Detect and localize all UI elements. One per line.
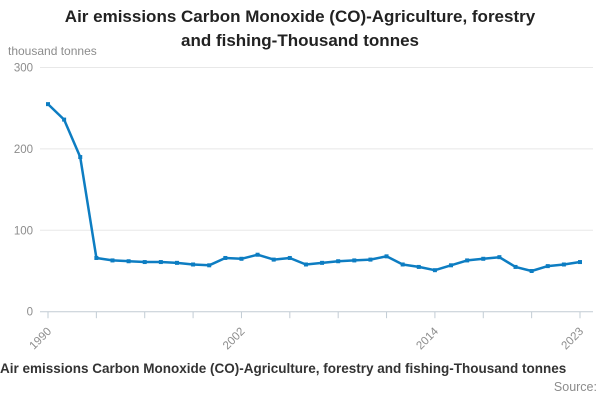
source-label: Source: (553, 380, 597, 394)
data-point-marker (239, 256, 244, 261)
data-point-marker (320, 260, 325, 265)
y-axis-unit-label: thousand tonnes (8, 44, 97, 58)
data-point-marker (368, 257, 373, 262)
data-point-marker (465, 258, 470, 263)
page-title-line1: Air emissions Carbon Monoxide (CO)-Agric… (64, 7, 536, 26)
data-point-marker (191, 262, 196, 267)
data-point-marker (529, 269, 534, 273)
data-point-marker (78, 155, 83, 160)
x-tick-label: 1990 (28, 326, 55, 353)
data-point-marker (352, 258, 357, 263)
data-point-marker (561, 262, 566, 267)
emissions-line-chart: 0 100 200 300 1990 2002 2014 2023 (14, 63, 593, 353)
data-point-marker (287, 255, 292, 260)
data-point-marker (46, 102, 50, 107)
data-point-marker (449, 263, 454, 268)
x-tick-label: 2014 (414, 325, 441, 352)
data-point-marker (497, 255, 502, 260)
data-point-marker (513, 264, 518, 269)
y-tick-label: 300 (14, 63, 33, 75)
y-tick-label: 0 (27, 307, 33, 319)
data-point-marker (384, 254, 389, 259)
data-point-marker (207, 263, 212, 268)
y-tick-label: 200 (14, 144, 33, 156)
data-point-marker (271, 257, 276, 262)
emissions-series-line (46, 102, 582, 273)
data-point-marker (578, 260, 582, 265)
y-tick-label: 100 (14, 225, 33, 237)
data-point-marker (126, 259, 131, 264)
footer-chart-title: Air emissions Carbon Monoxide (CO)-Agric… (0, 361, 567, 376)
data-point-marker (400, 262, 405, 267)
data-point-marker (545, 264, 550, 269)
data-point-marker (110, 258, 115, 263)
data-point-marker (142, 260, 147, 265)
data-point-marker (223, 255, 228, 260)
data-point-marker (255, 252, 260, 257)
data-point-marker (62, 117, 67, 122)
data-point-marker (94, 255, 99, 260)
data-point-marker (432, 268, 437, 273)
data-point-marker (416, 264, 421, 269)
data-point-marker (481, 256, 486, 261)
data-point-marker (174, 260, 179, 265)
x-tick-label: 2002 (221, 326, 248, 353)
data-point-marker (336, 259, 341, 264)
page-title: Air emissions Carbon Monoxide (CO)-Agric… (30, 5, 570, 53)
data-point-marker (303, 262, 308, 267)
x-tick-label: 2023 (560, 326, 587, 353)
page-title-line2: and fishing-Thousand tonnes (181, 31, 419, 50)
data-point-marker (158, 260, 163, 265)
